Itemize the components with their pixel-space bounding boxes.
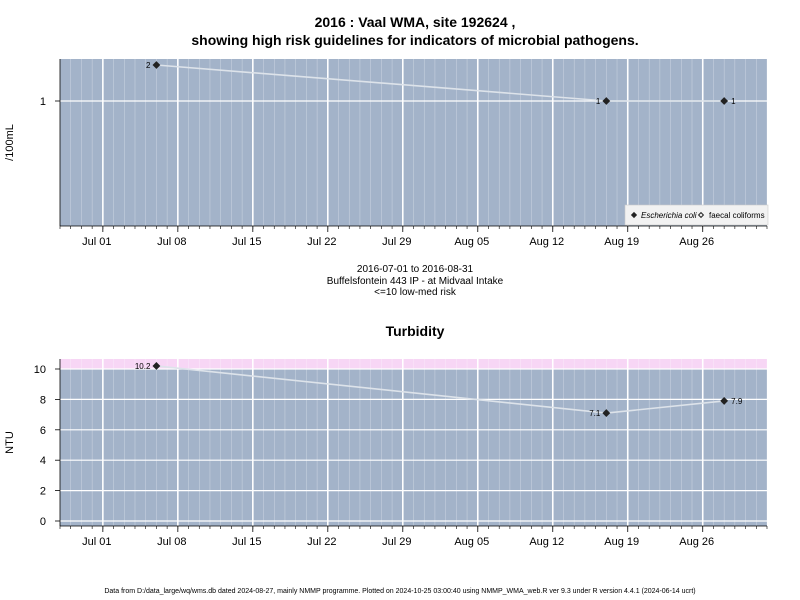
chart-title-line-1: 2016 : Vaal WMA, site 192624 , — [314, 14, 516, 30]
data-label: 2 — [146, 61, 151, 70]
x-tick-label: Jul 29 — [382, 536, 411, 548]
chart-title-line-2: showing high risk guidelines for indicat… — [191, 32, 639, 48]
data-label: 7.1 — [589, 409, 601, 418]
data-point — [602, 409, 611, 417]
x-tick-label: Jul 29 — [382, 236, 411, 248]
data-point — [152, 61, 161, 69]
x-tick-label: Aug 26 — [679, 536, 714, 548]
y-tick-label: 4 — [40, 455, 46, 467]
y-tick-label: 8 — [40, 394, 46, 406]
series-line — [156, 365, 725, 414]
y-tick-label: 10 — [34, 364, 46, 376]
y-tick-label: 0 — [40, 516, 46, 528]
legend-box — [624, 204, 769, 226]
x-tick-label: Aug 05 — [454, 536, 489, 548]
y-tick-label: 2 — [40, 486, 46, 498]
x-tick-label: Aug 26 — [679, 236, 714, 248]
date-range-caption: 2016-07-01 to 2016-08-31 — [356, 264, 474, 275]
data-point — [720, 397, 729, 405]
ecoli-chart: Jul 01 Jul 08 Jul 15 Jul 22 Jul 29 Aug 05 Aug … — [4, 59, 769, 248]
x-tick-label: Jul 01 — [82, 536, 111, 548]
footer-note: Data from D:/data_large/wq/wms.db dated … — [104, 588, 696, 595]
x-tick-label: Jul 22 — [307, 236, 336, 248]
turbidity-title: Turbidity — [385, 323, 445, 339]
x-tick-label: Aug 12 — [529, 236, 564, 248]
x-tick-label: Jul 22 — [307, 536, 336, 548]
data-point — [720, 97, 729, 105]
y-tick-label: 1 — [40, 96, 46, 108]
data-label: 7.9 — [731, 397, 743, 406]
legend-label-faecal: faecal coliforms — [709, 211, 765, 220]
high-risk-band — [60, 359, 767, 369]
x-tick-label: Aug 19 — [604, 536, 639, 548]
data-point — [152, 362, 161, 370]
legend-marker-ecoli — [630, 211, 638, 219]
risk-caption: <=10 low-med risk — [374, 287, 456, 298]
x-tick-label: Jul 08 — [157, 536, 186, 548]
x-tick-label: Aug 19 — [604, 236, 639, 248]
legend-label-ecoli: Escherichia coli — [641, 211, 697, 220]
site-caption: Buffelsfontein 443 IP - at Midvaal Intak… — [326, 276, 504, 287]
data-point — [602, 97, 611, 105]
x-tick-label: Jul 08 — [157, 236, 186, 248]
x-tick-label: Jul 15 — [232, 236, 261, 248]
y-tick-label: 6 — [40, 425, 46, 437]
legend-marker-faecal — [697, 211, 705, 219]
plot-panel — [60, 359, 767, 526]
data-label: 1 — [731, 97, 736, 106]
data-label: 1 — [596, 97, 601, 106]
x-tick-label: Aug 12 — [529, 536, 564, 548]
x-tick-label: Aug 05 — [454, 236, 489, 248]
y-axis-label: NTU — [4, 431, 16, 454]
data-label: 10.2 — [135, 362, 151, 371]
x-tick-label: Jul 15 — [232, 536, 261, 548]
y-axis-label: /100mL — [4, 124, 16, 161]
x-tick-label: Jul 01 — [82, 236, 111, 248]
